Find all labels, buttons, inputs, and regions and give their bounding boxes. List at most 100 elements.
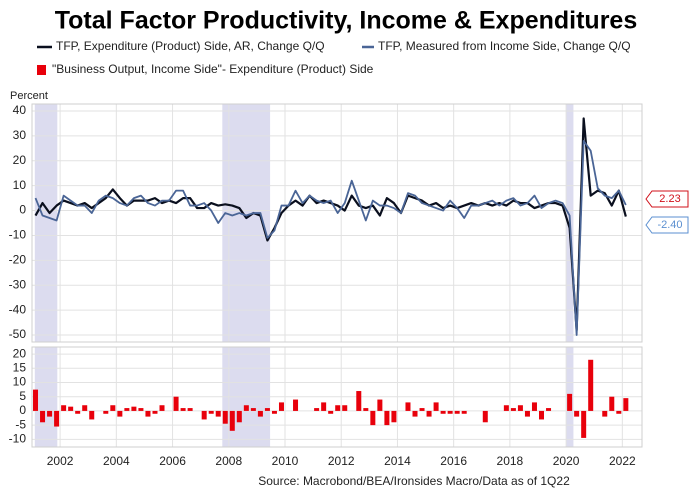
bar [314,408,320,411]
y-tick-label: -10 [9,228,27,242]
annotation-box [645,216,689,234]
bar [447,410,453,414]
bar [187,408,193,411]
bar [208,410,214,414]
bar [588,359,594,411]
y-tick-label: -50 [9,327,27,341]
bar [370,410,376,426]
annotation: 2.23 [659,193,680,205]
y-tick-label: 10 [13,375,27,389]
y-tick-label: 20 [13,346,27,360]
y-tick-label: -30 [9,277,27,291]
bar [440,410,446,414]
y-tick-label: 0 [19,403,26,417]
legend-label: TFP, Expenditure (Product) Side, AR, Cha… [56,39,325,53]
bar [243,405,249,411]
y-tick-label: 5 [19,389,26,403]
y-tick-label: -5 [15,417,26,431]
y-tick-label: 30 [13,128,27,142]
y-tick-label: 10 [13,178,27,192]
bar [229,410,235,431]
bar [384,410,390,426]
bar [222,410,228,424]
bar [328,410,334,414]
bar [419,408,425,411]
x-tick-label: 2008 [215,454,242,468]
bar [616,410,622,414]
source: Source: Macrobond/BEA/Ironsides Macro/Da… [258,474,570,488]
bar [363,408,369,411]
bar [539,410,545,420]
bar [173,396,179,411]
bar [201,410,207,420]
bar [609,396,615,411]
bar [236,410,242,423]
bar [531,402,537,411]
bar [293,399,299,411]
bar [412,410,418,417]
x-tick-label: 2022 [609,454,636,468]
x-tick-label: 2016 [440,454,467,468]
legend-label: "Business Output, Income Side"- Expendit… [52,62,374,76]
bar [257,410,263,417]
x-tick-label: 2002 [47,454,74,468]
bar [215,410,221,417]
bar [356,391,362,411]
y-tick-label: 20 [13,153,27,167]
bar [510,408,516,411]
bar [482,410,488,423]
bar [40,410,46,423]
y-tick-label: -10 [9,432,27,446]
bar [75,410,81,414]
bar [335,405,341,411]
bar [117,410,123,417]
bar [103,410,109,414]
plot-frame [31,103,643,343]
y-axis-label: Percent [10,90,48,102]
y-tick-label: -40 [9,302,27,316]
bar [567,393,573,411]
bar [321,402,327,411]
bar [138,408,144,411]
bar [546,408,552,411]
bar [61,405,67,411]
bar [454,410,460,414]
x-tick-label: 2010 [272,454,299,468]
bar [145,410,151,417]
bar [82,405,88,411]
plot-frame [31,346,643,448]
bar [433,402,439,411]
bar [68,406,74,411]
bar [250,408,256,411]
bar [391,410,397,423]
y-tick-label: 0 [19,203,26,217]
bar [342,405,348,411]
bar [461,410,467,414]
bar [377,399,383,411]
bar [278,402,284,411]
x-tick-label: 2014 [384,454,411,468]
y-tick-label: -20 [9,253,27,267]
bar [524,410,530,417]
series-line [34,117,627,332]
x-tick-label: 2018 [497,454,524,468]
bar [54,410,60,427]
bar [503,405,509,411]
annotation-box [645,190,689,208]
bar [180,408,186,411]
y-tick-label: 40 [13,103,27,117]
bar [264,408,270,411]
bar [110,405,116,411]
annotation: -2.40 [657,219,682,231]
bar [89,410,95,420]
x-tick-label: 2006 [159,454,186,468]
bar [517,405,523,411]
bar [405,402,411,411]
bar [152,410,158,414]
x-tick-label: 2020 [553,454,580,468]
legend-swatch [37,65,46,75]
recession-shade [34,104,58,342]
bar [574,410,580,417]
bar [131,406,137,411]
